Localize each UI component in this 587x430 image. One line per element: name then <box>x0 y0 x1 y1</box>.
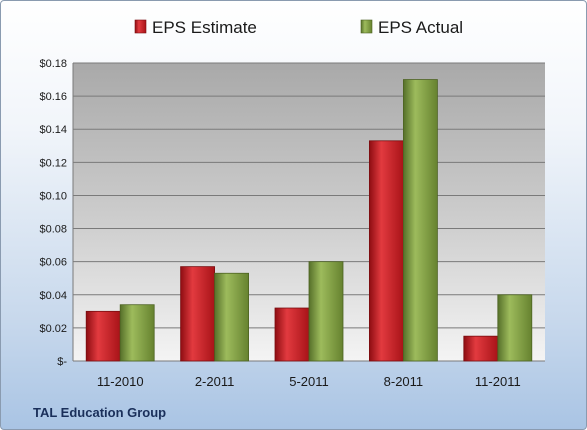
y-tick-label: $0.08 <box>39 224 67 236</box>
y-tick-label: $0.16 <box>39 91 67 103</box>
bar-actual-8-2011 <box>402 79 438 362</box>
legend-label-actual: EPS Actual <box>378 18 463 37</box>
y-tick-label: $0.02 <box>39 323 67 335</box>
bar-estimate-11-2010 <box>85 310 121 362</box>
y-tick-label: $0.12 <box>39 157 67 169</box>
x-tick-label: 8-2011 <box>384 374 424 389</box>
x-axis: 11-2010 2-2011 5-2011 8-2011 11-2011 <box>97 374 521 389</box>
bar-actual-2-2011 <box>214 272 250 362</box>
bar-actual-5-2011 <box>308 261 344 362</box>
y-tick-label: $0.18 <box>39 58 67 70</box>
legend-swatch-estimate <box>134 19 147 34</box>
y-tick-label: $0.10 <box>39 190 67 202</box>
x-tick-label: 5-2011 <box>289 374 329 389</box>
bars <box>85 79 533 362</box>
y-tick-label: $0.06 <box>39 257 67 269</box>
y-axis: $- $0.02 $0.04 $0.06 $0.08 $0.10 $0.12 $0.14 $0.… <box>39 58 67 368</box>
y-tick-label: $0.14 <box>39 124 67 136</box>
x-tick-label: 2-2011 <box>195 374 235 389</box>
y-tick-label: $- <box>57 356 67 368</box>
bar-estimate-11-2011 <box>463 335 499 362</box>
y-tick-label: $0.04 <box>39 290 67 302</box>
bar-estimate-2-2011 <box>180 266 216 362</box>
bar-actual-11-2011 <box>497 294 533 362</box>
legend-swatch-actual <box>360 19 373 34</box>
company-label: TAL Education Group <box>33 405 166 420</box>
legend-label-estimate: EPS Estimate <box>152 18 257 37</box>
bar-actual-11-2010 <box>119 304 155 362</box>
bar-estimate-8-2011 <box>368 140 404 362</box>
x-tick-label: 11-2011 <box>475 374 521 389</box>
bar-estimate-5-2011 <box>274 307 310 362</box>
x-tick-label: 11-2010 <box>97 374 144 389</box>
legend: EPS Estimate EPS Actual <box>134 18 463 37</box>
